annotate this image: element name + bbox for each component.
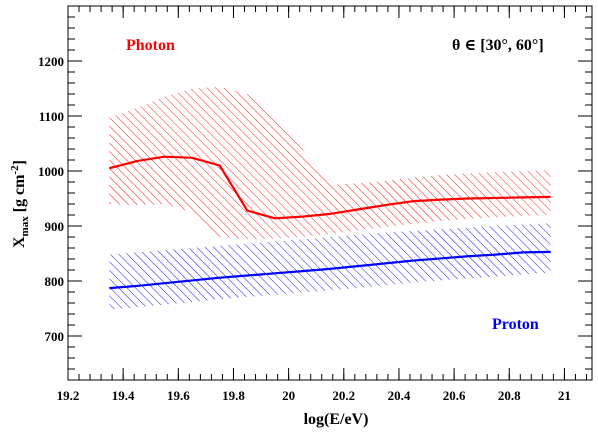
y-axis-title-units: [g cm	[11, 174, 28, 212]
x-axis-title: log(E/eV)	[304, 411, 369, 428]
x-tick-label: 20.2	[332, 388, 355, 403]
photon-series-label: Photon	[126, 37, 175, 54]
x-tick-label: 19.4	[112, 388, 135, 403]
theta-range-annotation: θ ∈ [30°, 60°]	[452, 37, 544, 54]
x-tick-label: 21	[558, 388, 571, 403]
y-axis-title-close: ]	[11, 160, 28, 165]
x-tick-label: 19.8	[222, 388, 245, 403]
x-tick-label: 19.2	[57, 388, 80, 403]
x-tick-label: 20	[282, 388, 295, 403]
photon-uncertainty-band	[109, 86, 551, 240]
y-tick-label: 800	[45, 274, 65, 289]
y-tick-label: 1000	[38, 164, 64, 179]
proton-series-label: Proton	[492, 316, 539, 333]
x-tick-label: 20.6	[443, 388, 466, 403]
y-axis-title-subscript: max	[19, 216, 31, 237]
y-axis-title: Xmax [g cm-2]	[9, 160, 31, 248]
y-axis-title-symbol: X	[11, 236, 28, 248]
x-tick-label: 20.4	[388, 388, 411, 403]
y-tick-label: 700	[45, 329, 65, 344]
y-tick-label: 1100	[39, 109, 64, 124]
y-axis-title-superscript: -2	[9, 165, 21, 175]
x-tick-label: 19.6	[167, 388, 190, 403]
series-lines	[109, 155, 551, 290]
proton-uncertainty-band	[109, 223, 551, 310]
error-bands	[109, 86, 551, 310]
y-tick-label: 1200	[38, 54, 64, 69]
x-tick-label: 20.8	[498, 388, 521, 403]
x-axis-ticks: 19.2 19.4 19.6 19.8 20 20.2 20.4 20.6 20.8 21	[57, 6, 587, 403]
proton-mean-line	[109, 250, 551, 290]
photon-mean-line	[109, 155, 551, 220]
y-tick-label: 900	[45, 219, 65, 234]
y-axis-ticks: 700 800 900 1000 1100 1200	[38, 5, 592, 381]
